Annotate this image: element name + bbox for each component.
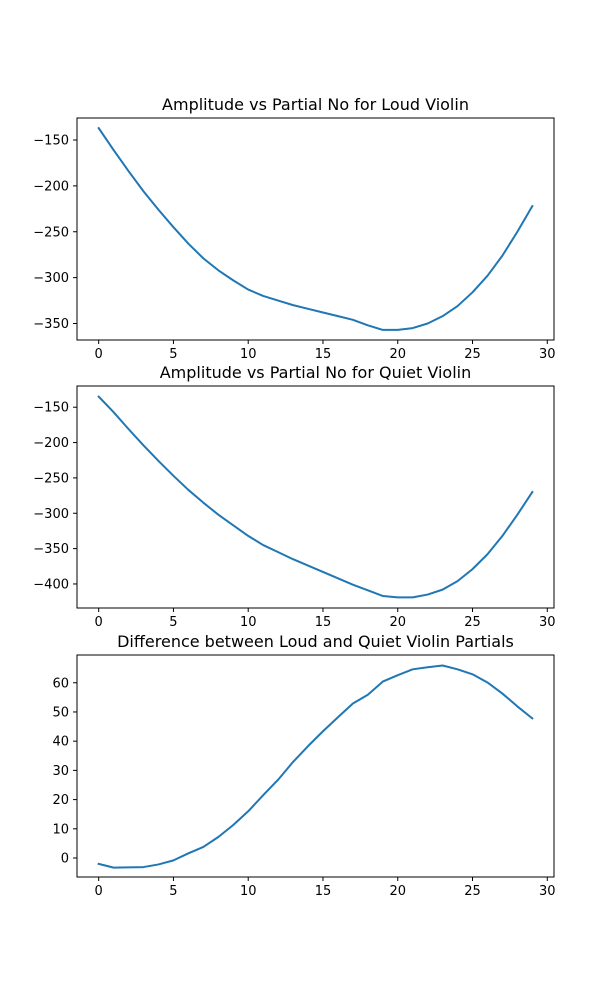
y-tick-label-diff: 20 <box>52 793 69 808</box>
y-tick-label-quiet: −300 <box>33 507 69 522</box>
series-line-diff <box>97 664 534 869</box>
x-tick-label-diff: 25 <box>464 884 481 899</box>
axes-frame-diff <box>76 654 555 878</box>
x-tick-label-quiet: 0 <box>95 615 103 630</box>
y-tick-label-loud: −150 <box>33 134 69 149</box>
axes-frame-loud <box>76 117 555 341</box>
x-tick-label-diff: 20 <box>389 884 406 899</box>
subplot-loud-violin: Amplitude vs Partial No for Loud Violin 0… <box>33 95 555 362</box>
subplot-difference: Difference between Loud and Quiet Violin… <box>52 632 555 899</box>
y-tick-label-loud: −200 <box>33 179 69 194</box>
x-tick-label-quiet: 10 <box>240 615 257 630</box>
x-tick-label-loud: 30 <box>539 347 556 362</box>
y-tick-label-diff: 10 <box>52 822 69 837</box>
y-tick-label-quiet: −200 <box>33 436 69 451</box>
x-tick-label-quiet: 15 <box>315 615 332 630</box>
series-line-quiet <box>97 395 534 599</box>
y-tick-label-quiet: −150 <box>33 401 69 416</box>
x-tick-label-diff: 0 <box>95 884 103 899</box>
y-tick-label-diff: 30 <box>52 764 69 779</box>
x-tick-label-loud: 0 <box>95 347 103 362</box>
chart-title-diff: Difference between Loud and Quiet Violin… <box>117 632 514 651</box>
y-tick-label-diff: 60 <box>52 676 69 691</box>
x-tick-label-quiet: 20 <box>389 615 406 630</box>
x-tick-label-loud: 25 <box>464 347 481 362</box>
x-tick-label-diff: 10 <box>240 884 257 899</box>
chart-title-loud: Amplitude vs Partial No for Loud Violin <box>162 95 469 114</box>
x-tick-label-quiet: 25 <box>464 615 481 630</box>
y-tick-label-loud: −300 <box>33 271 69 286</box>
x-tick-label-diff: 5 <box>169 884 177 899</box>
chart-title-quiet: Amplitude vs Partial No for Quiet Violin <box>160 363 472 382</box>
y-tick-label-quiet: −400 <box>33 577 69 592</box>
y-tick-label-quiet: −350 <box>33 542 69 557</box>
y-tick-label-loud: −350 <box>33 317 69 332</box>
x-tick-label-loud: 15 <box>315 347 332 362</box>
x-tick-label-diff: 30 <box>539 884 556 899</box>
axes-frame-quiet <box>76 385 555 609</box>
y-tick-label-diff: 0 <box>61 852 69 867</box>
y-tick-label-diff: 40 <box>52 735 69 750</box>
x-tick-label-loud: 10 <box>240 347 257 362</box>
x-tick-label-loud: 20 <box>389 347 406 362</box>
x-tick-label-quiet: 30 <box>539 615 556 630</box>
y-tick-label-quiet: −250 <box>33 471 69 486</box>
x-tick-label-loud: 5 <box>169 347 177 362</box>
x-tick-label-quiet: 5 <box>169 615 177 630</box>
x-tick-label-diff: 15 <box>315 884 332 899</box>
y-tick-label-diff: 50 <box>52 705 69 720</box>
y-tick-label-loud: −250 <box>33 225 69 240</box>
series-line-loud <box>97 126 534 331</box>
subplot-quiet-violin: Amplitude vs Partial No for Quiet Violin… <box>33 363 555 630</box>
